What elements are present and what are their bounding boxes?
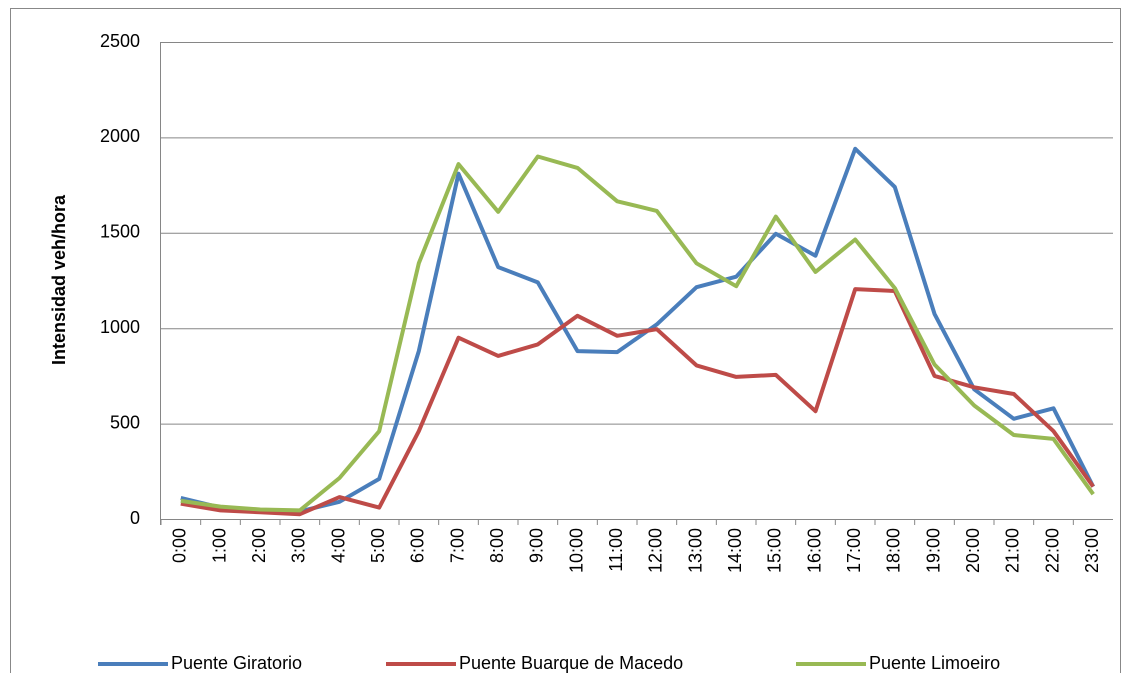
x-tick-label: 17:00 <box>844 528 864 573</box>
y-tick-label: 2000 <box>100 126 140 146</box>
series-line <box>180 154 1095 513</box>
series-line <box>180 146 1095 514</box>
x-tick-label: 18:00 <box>884 528 904 573</box>
x-tick-label: 23:00 <box>1082 528 1102 573</box>
y-tick-label: 1000 <box>100 317 140 337</box>
x-tick-label: 20:00 <box>963 528 983 573</box>
x-tick-label: 7:00 <box>447 528 467 563</box>
series-line <box>180 287 1095 517</box>
legend-label: Puente Giratorio <box>171 653 302 673</box>
x-tick-label: 10:00 <box>566 528 586 573</box>
x-tick-label: 5:00 <box>368 528 388 563</box>
x-tick-label: 0:00 <box>170 528 190 563</box>
x-tick-label: 2:00 <box>249 528 269 563</box>
x-tick-label: 15:00 <box>765 528 785 573</box>
x-tick-label: 21:00 <box>1003 528 1023 573</box>
y-tick-label: 500 <box>110 412 140 432</box>
x-tick-label: 19:00 <box>923 528 943 573</box>
x-tick-label: 1:00 <box>209 528 229 563</box>
y-tick-label: 2500 <box>100 31 140 51</box>
x-tick-label: 22:00 <box>1042 528 1062 573</box>
x-tick-label: 4:00 <box>328 528 348 563</box>
x-tick-label: 12:00 <box>646 528 666 573</box>
x-tick-label: 16:00 <box>804 528 824 573</box>
legend-label: Puente Buarque de Macedo <box>459 653 683 673</box>
x-tick-label: 14:00 <box>725 528 745 573</box>
y-tick-label: 0 <box>130 508 140 528</box>
y-tick-label: 1500 <box>100 222 140 242</box>
legend-label: Puente Limoeiro <box>869 653 1000 673</box>
x-tick-label: 11:00 <box>606 528 626 572</box>
y-axis-title: Intensidad veh/hora <box>49 194 69 365</box>
x-tick-label: 6:00 <box>408 528 428 563</box>
x-tick-label: 3:00 <box>289 528 309 563</box>
x-tick-label: 9:00 <box>527 528 547 563</box>
chart-frame <box>10 8 1121 673</box>
x-tick-label: 13:00 <box>685 528 705 573</box>
x-tick-label: 8:00 <box>487 528 507 563</box>
